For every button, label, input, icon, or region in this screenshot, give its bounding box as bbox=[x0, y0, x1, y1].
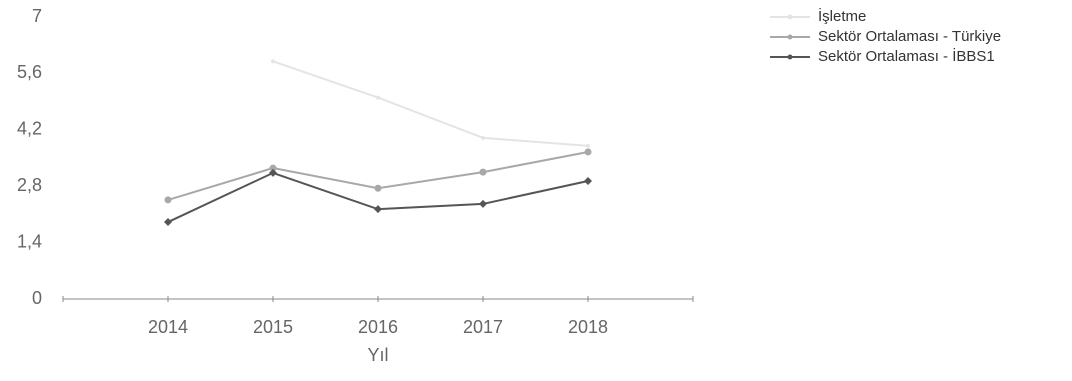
point bbox=[269, 164, 277, 172]
point bbox=[584, 148, 592, 156]
point bbox=[164, 196, 172, 204]
x-tick-label: 2015 bbox=[253, 317, 293, 337]
point bbox=[479, 168, 487, 176]
point bbox=[481, 135, 485, 140]
x-axis-title: Yıl bbox=[367, 345, 388, 365]
point bbox=[479, 199, 487, 208]
legend-label: Sektör Ortalaması - Türkiye bbox=[818, 28, 1001, 45]
legend-label: İşletme bbox=[818, 7, 866, 25]
series-line bbox=[272, 60, 589, 147]
x-tick-label: 2016 bbox=[358, 317, 398, 337]
point bbox=[164, 218, 172, 227]
legend-marker bbox=[787, 54, 793, 60]
x-tick-label: 2014 bbox=[148, 317, 188, 337]
x-tick-label: 2018 bbox=[568, 317, 608, 337]
x-tick-label: 2017 bbox=[463, 317, 503, 337]
point bbox=[374, 205, 382, 214]
point bbox=[269, 168, 277, 177]
point bbox=[586, 143, 590, 148]
legend-marker bbox=[787, 14, 793, 20]
y-tick-label: 7 bbox=[32, 6, 42, 26]
legend-label: Sektör Ortalaması - İBBS1 bbox=[818, 47, 995, 65]
point bbox=[584, 176, 592, 185]
y-tick-label: 0 bbox=[32, 288, 42, 308]
point bbox=[271, 59, 275, 64]
point bbox=[374, 184, 382, 192]
y-tick-label: 1,4 bbox=[17, 231, 42, 251]
point bbox=[376, 95, 380, 100]
legend-marker bbox=[787, 34, 793, 40]
y-tick-label: 5,6 bbox=[17, 62, 42, 82]
y-tick-label: 2,8 bbox=[17, 175, 42, 195]
y-tick-label: 4,2 bbox=[17, 119, 42, 139]
